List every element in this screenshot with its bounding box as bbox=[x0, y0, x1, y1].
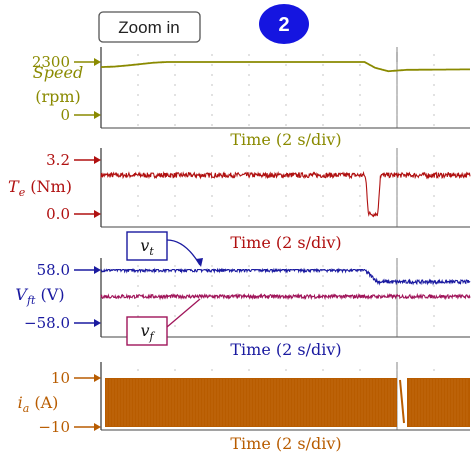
zoom-in-label-box: Zoom in bbox=[98, 11, 201, 43]
y-tick-label: 3.2 bbox=[46, 151, 70, 169]
y-axis-label: Speed bbox=[33, 63, 83, 82]
y-tick-label: −10 bbox=[38, 418, 70, 436]
x-axis-label: Time (2 s/div) bbox=[230, 434, 341, 453]
zoom-in-label: Zoom in bbox=[118, 18, 179, 37]
y-tick: 3.2 bbox=[46, 151, 101, 169]
y-axis-unit: (rpm) bbox=[35, 87, 81, 106]
y-axis-label: ia (A) bbox=[18, 393, 59, 415]
grid-dots bbox=[137, 155, 435, 217]
series-name: vt bbox=[140, 236, 154, 258]
y-tick: 10 bbox=[51, 369, 101, 387]
y-tick: −10 bbox=[38, 418, 101, 436]
voltage-panel: 58.0 −58.0 Vft (V) Time (2 s/div) vt vf bbox=[15, 231, 471, 359]
y-tick: 0.0 bbox=[46, 205, 101, 223]
y-tick-label: 2300 bbox=[32, 53, 70, 71]
x-axis-label: Time (2 s/div) bbox=[230, 233, 341, 252]
series-callout: vf bbox=[126, 298, 201, 346]
torque-panel: 3.2 0.0 Te (Nm) Time (2 s/div) bbox=[8, 148, 471, 252]
x-axis-label: Time (2 s/div) bbox=[230, 340, 341, 359]
y-axis-label: Te (Nm) bbox=[8, 177, 72, 199]
y-tick: 0 bbox=[60, 106, 101, 124]
y-tick-label: 0.0 bbox=[46, 205, 70, 223]
y-axis-label: Vft (V) bbox=[15, 285, 64, 307]
y-tick-label: 10 bbox=[51, 369, 70, 387]
current-oscillation bbox=[106, 379, 468, 426]
series-line bbox=[100, 170, 471, 218]
y-tick-label: 58.0 bbox=[37, 261, 70, 279]
series-line bbox=[100, 267, 471, 286]
y-tick-label: −58.0 bbox=[24, 314, 70, 332]
y-tick: −58.0 bbox=[24, 314, 101, 332]
speed-panel: 2300 0 Speed (rpm) Time (2 s/div) bbox=[32, 47, 470, 149]
current-envelope-right bbox=[407, 378, 470, 427]
series-name: vf bbox=[140, 321, 155, 343]
current-panel: 10 −10 ia (A) Time (2 s/div) bbox=[18, 362, 470, 453]
y-tick: 58.0 bbox=[37, 261, 101, 279]
y-tick-label: 0 bbox=[60, 106, 70, 124]
step-badge: 2 bbox=[259, 4, 309, 44]
series-callout: vt bbox=[126, 231, 203, 267]
grid-dots bbox=[137, 54, 435, 126]
step-badge-number: 2 bbox=[278, 14, 289, 36]
series-line bbox=[101, 61, 470, 73]
x-axis-label: Time (2 s/div) bbox=[230, 130, 341, 149]
series-line bbox=[100, 292, 471, 301]
y-tick: 2300 bbox=[32, 53, 101, 71]
